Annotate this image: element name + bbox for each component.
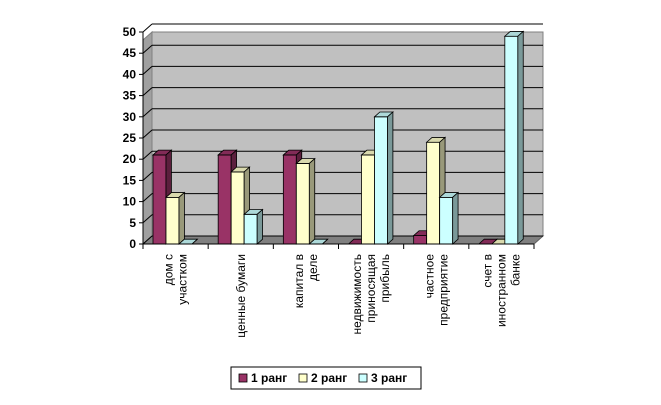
legend-label: 1 ранг: [251, 371, 287, 385]
x-tick-label: банке: [508, 254, 522, 286]
legend-swatch: [238, 373, 248, 383]
y-tick-label: 20: [123, 152, 137, 166]
x-tick-label: частное: [422, 254, 436, 299]
legend: 1 ранг 2 ранг 3 ранг: [230, 366, 422, 390]
bars: [151, 30, 525, 245]
legend-label: 3 ранг: [371, 371, 407, 385]
legend-label: 2 ранг: [311, 371, 347, 385]
gridline-side: [142, 193, 153, 202]
gridline-side: [142, 150, 153, 160]
x-tick-label: деле: [306, 254, 320, 281]
y-tick-label: 50: [123, 25, 137, 39]
bar: [373, 111, 394, 245]
gridline-side: [142, 108, 153, 118]
plot-back-wall: [151, 31, 544, 237]
y-axis: 0 5 10 15 20 25 30 35 40 45 50: [123, 25, 144, 251]
x-axis: дом с участком ценные бумаги капитал в деле н…: [142, 243, 535, 338]
legend-swatch: [358, 373, 368, 383]
y-tick-label: 45: [123, 46, 137, 60]
bar: [425, 136, 447, 245]
bar: [295, 157, 316, 245]
y-tick-label: 0: [129, 237, 136, 251]
y-tick-label: 25: [123, 131, 137, 145]
x-tick-label: прибыль: [378, 254, 392, 303]
x-tick-label: предприятие: [436, 254, 450, 326]
gridline-side: [142, 87, 153, 96]
bar: [243, 208, 264, 245]
y-tick-label: 15: [123, 173, 137, 187]
y-tick-label: 5: [129, 216, 136, 230]
x-tick-label: участком: [176, 254, 190, 305]
legend-box: [230, 366, 422, 390]
x-tick-label: приносящая: [364, 254, 378, 323]
bar: [438, 191, 460, 245]
gridline-side: [142, 129, 153, 139]
x-tick-label: капитал в: [292, 254, 306, 308]
bar: [177, 238, 199, 245]
y-tick-label: 30: [123, 110, 137, 124]
x-tick-label: дом с: [162, 254, 176, 285]
y-tick-label: 10: [123, 195, 137, 209]
plot-side-wall: [142, 30, 153, 246]
gridline-side: [142, 66, 153, 75]
legend-swatch: [298, 373, 308, 383]
gridline-side: [142, 23, 153, 33]
gridline-side: [142, 172, 153, 181]
gridline-side: [142, 44, 153, 54]
y-tick-label: 40: [123, 67, 137, 81]
y-tick-label: 35: [123, 89, 137, 103]
plot-walls: [141, 30, 545, 246]
x-tick-label: счет в: [480, 254, 494, 288]
gridline-side: [142, 214, 153, 224]
bar: [164, 191, 186, 245]
x-tick-label: недвижимость: [350, 254, 364, 335]
gridline-side: [142, 235, 153, 245]
bar: [503, 30, 525, 245]
gridlines: [142, 23, 543, 245]
x-tick-label: иностранном: [494, 254, 508, 327]
x-tick-label: ценные бумаги: [234, 254, 248, 338]
